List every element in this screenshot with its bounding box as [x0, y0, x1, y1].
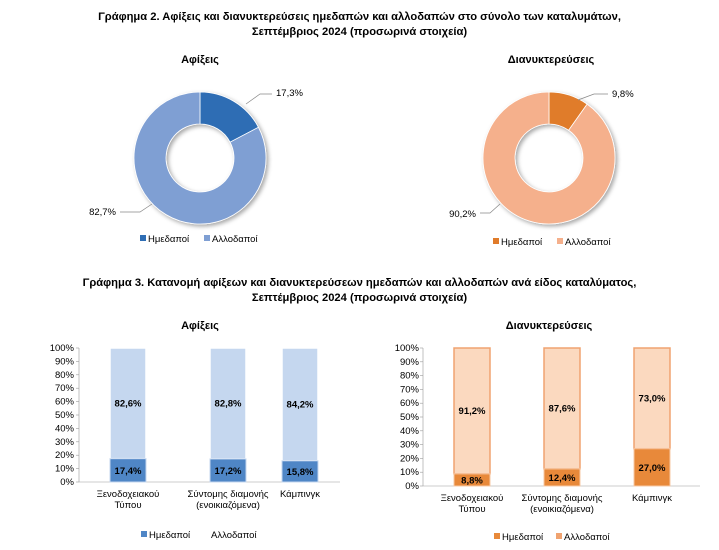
legend-swatch-foreign — [204, 235, 210, 241]
pie-nights-title: Διανυκτερεύσεις — [507, 54, 595, 66]
leader-line — [480, 203, 501, 214]
bar-chart-nights: 0% 10% 20% 30% 40% 50% 60% 70% 80% 90% 100% 91,2% 8,… — [395, 343, 700, 543]
y-tick-label: 60% — [55, 397, 75, 408]
slice-label: 82,7% — [89, 207, 116, 218]
bar-segment-foreign — [209, 347, 247, 460]
data-label-foreign: 84,2% — [287, 399, 314, 410]
data-label-foreign: 82,8% — [215, 398, 242, 409]
figure2-title: Γράφημα 2. Αφίξεις και διανυκτερεύσεις η… — [0, 10, 719, 40]
figure3-title-line2: Σεπτέμβριος 2024 (προσωρινά στοιχεία) — [251, 292, 468, 304]
category-label: Τύπου — [114, 500, 141, 511]
bar-segment-domestic — [209, 458, 247, 483]
y-tick-label: 50% — [55, 410, 75, 421]
legend-label: Αλλοδαποί — [565, 237, 611, 248]
bar-segment-foreign — [543, 347, 581, 470]
figure3-title-line1: Γράφημα 3. Κατανομή αφίξεων και διανυκτε… — [82, 277, 637, 289]
legend-swatch-domestic — [141, 531, 147, 537]
y-tick-label: 70% — [400, 384, 420, 395]
y-tick-label: 100% — [50, 343, 75, 354]
legend-swatch-domestic — [140, 235, 146, 241]
legend-label: Ημεδαποί — [149, 530, 191, 541]
bar-chart-arrivals: 0% 10% 20% 30% 40% 50% 60% 70% 80% 90% 100% 82,6% 17… — [50, 343, 340, 541]
bar-arrivals-title: Αφίξεις — [181, 320, 219, 332]
legend-label: Αλλοδαποί — [212, 234, 258, 245]
pie-arrivals-title: Αφίξεις — [181, 54, 219, 66]
bar-segment-foreign — [109, 347, 147, 460]
data-label-domestic: 27,0% — [639, 463, 666, 474]
bar-segment-domestic — [109, 458, 147, 483]
legend-swatch-foreign — [556, 533, 562, 539]
y-tick-label: 0% — [60, 477, 74, 488]
figure3-title: Γράφημα 3. Κατανομή αφίξεων και διανυκτε… — [0, 276, 719, 306]
category-label: (ενοικιαζόμενα) — [530, 504, 594, 515]
data-label-domestic: 17,2% — [215, 466, 242, 477]
y-tick-label: 0% — [405, 481, 419, 492]
y-tick-label: 30% — [400, 440, 420, 451]
pie-slice-foreign — [482, 91, 616, 225]
figure2-title-line2: Σεπτέμβριος 2024 (προσωρινά στοιχεία) — [251, 26, 468, 38]
data-label-domestic: 12,4% — [549, 473, 576, 484]
data-label-domestic: 17,4% — [115, 466, 142, 477]
legend-label: Ημεδαποί — [148, 234, 190, 245]
bar-segment-domestic — [281, 460, 319, 483]
figure2-title-line1: Γράφημα 2. Αφίξεις και διανυκτερεύσεις η… — [98, 11, 621, 23]
bar-nights-title: Διανυκτερεύσεις — [505, 320, 593, 332]
y-tick-label: 80% — [55, 370, 75, 381]
pie-nights — [482, 91, 616, 225]
slice-label: 17,3% — [276, 88, 303, 99]
y-tick-label: 40% — [400, 426, 420, 437]
y-tick-label: 10% — [55, 464, 75, 475]
y-tick-label: 20% — [400, 453, 420, 464]
category-label: Ξενοδοχειακού — [441, 493, 504, 504]
pie-slice-foreign — [133, 91, 267, 225]
pie-arrivals — [133, 91, 267, 225]
legend-label: Αλλοδαποί — [564, 532, 610, 543]
data-label-domestic: 8,8% — [461, 475, 483, 486]
bar-segment-domestic — [543, 468, 581, 487]
y-tick-label: 10% — [400, 467, 420, 478]
y-tick-label: 80% — [400, 371, 420, 382]
y-tick-label: 60% — [400, 398, 420, 409]
category-label: Σύντομης διαμονής — [188, 489, 269, 500]
y-tick-label: 70% — [55, 383, 75, 394]
category-label: Τύπου — [458, 504, 485, 515]
y-tick-label: 20% — [55, 450, 75, 461]
legend-swatch-foreign — [557, 238, 563, 244]
bar-segment-domestic — [633, 448, 671, 487]
legend-swatch-domestic — [494, 533, 500, 539]
legend-swatch-foreign — [203, 531, 209, 537]
category-label: Σύντομης διαμονής — [522, 493, 603, 504]
category-label: (ενοικιαζόμενα) — [196, 500, 260, 511]
legend-swatch-domestic — [493, 238, 499, 244]
y-tick-label: 90% — [400, 357, 420, 368]
data-label-foreign: 82,6% — [115, 398, 142, 409]
y-tick-label: 100% — [395, 343, 420, 354]
legend-label: Ημεδαποί — [502, 532, 544, 543]
category-label: Ξενοδοχειακού — [97, 489, 160, 500]
bar-segment-foreign — [453, 347, 491, 475]
pie-charts: 17,3% 82,7% Ημεδαποί Αλλοδαποί 9,8% 90,2% Ημεδ… — [89, 88, 634, 248]
leader-line — [577, 93, 608, 101]
category-label: Κάμπινγκ — [632, 493, 672, 504]
legend-label: Αλλοδαποί — [211, 530, 257, 541]
leader-line — [120, 203, 153, 213]
bar-segment-domestic — [453, 473, 491, 487]
slice-label: 90,2% — [449, 209, 476, 220]
leader-line — [245, 93, 272, 105]
category-label: Κάμπινγκ — [280, 489, 320, 500]
y-tick-label: 30% — [55, 437, 75, 448]
y-tick-label: 40% — [55, 423, 75, 434]
y-tick-label: 50% — [400, 412, 420, 423]
legend-label: Ημεδαποί — [501, 237, 543, 248]
data-label-foreign: 73,0% — [639, 393, 666, 404]
slice-label: 9,8% — [612, 89, 634, 100]
data-label-domestic: 15,8% — [287, 467, 314, 478]
y-tick-label: 90% — [55, 356, 75, 367]
bar-segment-foreign — [633, 347, 671, 450]
data-label-foreign: 87,6% — [549, 403, 576, 414]
bar-segment-foreign — [281, 347, 319, 462]
data-label-foreign: 91,2% — [459, 406, 486, 417]
